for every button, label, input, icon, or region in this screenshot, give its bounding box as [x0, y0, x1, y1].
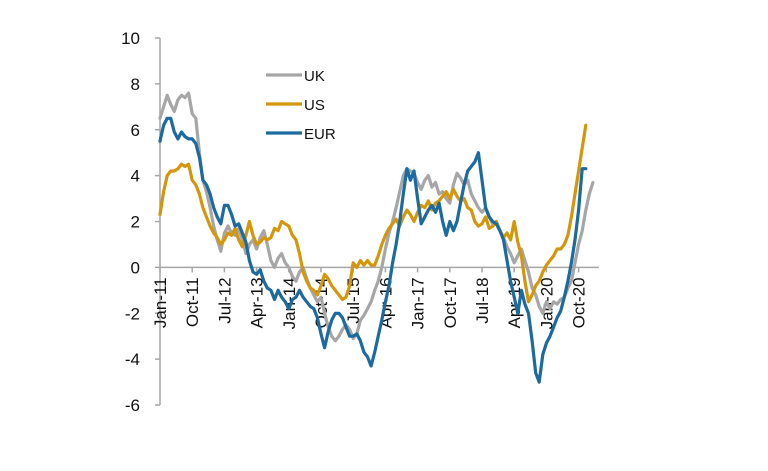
y-axis: 10 8 6 4 2 0 -2 -4 -6 — [121, 29, 161, 415]
y-tick-label: 8 — [131, 75, 140, 94]
legend: UK US EUR — [266, 68, 336, 143]
y-tick-label: -4 — [125, 350, 140, 369]
y-tick-label: 6 — [131, 121, 140, 140]
legend-label-uk: UK — [304, 68, 325, 85]
x-tick-label: Jul-15 — [344, 277, 363, 323]
legend-label-eur: EUR — [304, 126, 336, 143]
y-tick-label: 0 — [131, 258, 140, 277]
x-tick-label: Jan-11 — [151, 277, 170, 328]
series-layer — [158, 91, 595, 384]
x-tick-label: Oct-17 — [441, 277, 460, 328]
x-tick-label: Oct-11 — [183, 277, 202, 327]
y-tick-label: -6 — [125, 396, 140, 415]
x-tick-label: Apr-13 — [248, 277, 267, 328]
x-tick-label: Jul-18 — [473, 277, 492, 323]
legend-label-us: US — [304, 97, 325, 114]
y-tick-label: 2 — [131, 213, 140, 232]
y-tick-label: -2 — [125, 304, 140, 323]
x-tick-label: Jul-12 — [215, 277, 234, 323]
series-line-eur — [158, 116, 588, 384]
y-tick-label: 10 — [121, 29, 140, 48]
series-line-us — [158, 123, 588, 304]
y-tick-label: 4 — [131, 167, 140, 186]
x-tick-label: Jan-17 — [409, 277, 428, 329]
x-tick-label: Oct-20 — [570, 277, 589, 328]
